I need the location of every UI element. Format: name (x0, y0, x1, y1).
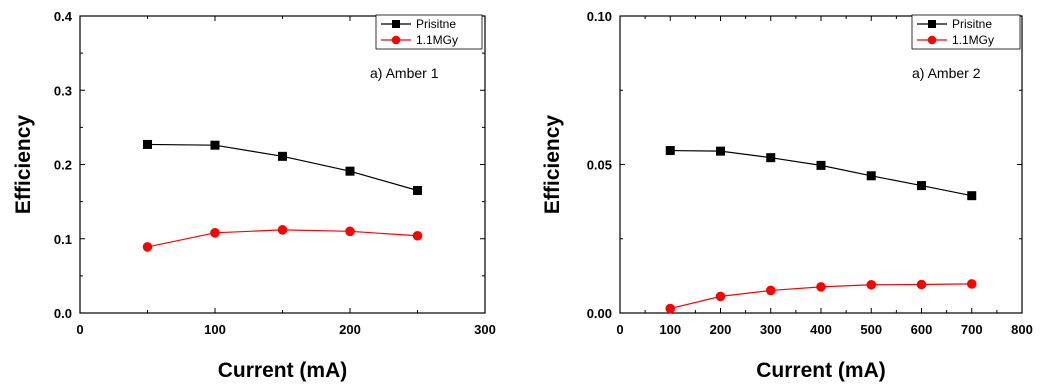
x-tick-label: 100 (659, 322, 681, 337)
x-tick-label: 800 (1011, 322, 1033, 337)
legend-marker-square (928, 20, 936, 28)
y-tick-label: 0.00 (587, 306, 612, 321)
data-point-square (967, 191, 977, 201)
chart-1: 0 100 200 300 0.0 0.1 0.2 0.3 0.4 Current (mA) Eff… (12, 9, 496, 382)
x-tick-label: 100 (204, 322, 226, 337)
x-tick-label: 0 (76, 322, 83, 337)
data-point-square (866, 171, 876, 181)
data-point-square (816, 160, 826, 170)
data-point-circle (816, 282, 826, 292)
data-point-square (665, 146, 675, 156)
data-point-square (766, 153, 776, 163)
x-tick-label: 0 (616, 322, 623, 337)
data-point-square (345, 166, 355, 176)
data-point-circle (866, 279, 877, 290)
x-axis-title: Current (mA) (218, 359, 348, 382)
legend-label: 1.1MGy (416, 33, 458, 47)
x-tick-label: 700 (961, 322, 983, 337)
x-tick-label: 300 (760, 322, 782, 337)
data-point-circle (665, 303, 676, 314)
data-point-circle (210, 228, 220, 238)
y-tick-label: 0.05 (587, 158, 612, 173)
data-point-square (278, 151, 287, 161)
x-axis-title: Current (mA) (756, 359, 886, 382)
y-axis-title: Efficiency (541, 115, 564, 215)
legend-label: 1.1MGy (952, 33, 994, 47)
data-point-square (210, 140, 220, 150)
y-tick-label: 0.3 (54, 83, 72, 98)
data-point-circle (142, 242, 153, 252)
legend-marker-circle (391, 35, 401, 45)
data-point-circle (277, 225, 288, 235)
series-line (670, 149, 972, 197)
data-point-circle (765, 285, 776, 296)
data-point-square (917, 181, 926, 191)
x-tick-label: 300 (474, 322, 496, 337)
data-point-square (143, 139, 152, 149)
y-tick-label: 0.1 (54, 232, 72, 247)
x-tick-label: 200 (710, 322, 732, 337)
x-tick-label: 600 (911, 322, 933, 337)
plot-frame (79, 15, 486, 314)
x-tick-label: 400 (810, 322, 832, 337)
series-line (147, 143, 418, 192)
y-tick-label: 0.0 (54, 306, 72, 321)
data-point-square (413, 185, 422, 195)
data-point-circle (916, 279, 927, 290)
data-point-circle (345, 226, 355, 237)
y-axis-title: Efficiency (12, 115, 35, 215)
data-point-square (716, 146, 725, 156)
panel-annotation: a) Amber 2 (912, 65, 981, 81)
legend-label: Prisitne (952, 17, 992, 31)
legend-marker-circle (927, 35, 937, 45)
legend-label: Prisitne (416, 17, 456, 31)
legend-marker-square (392, 20, 400, 28)
x-tick-label: 500 (860, 322, 882, 337)
data-point-circle (715, 291, 726, 302)
y-tick-label: 0.2 (54, 158, 72, 173)
panel-annotation: a) Amber 1 (370, 65, 439, 81)
chart-2: 0 100 200 300 400 500 600 700 800 0.00 0.05 0.10 Cur… (541, 9, 1033, 382)
y-tick-label: 0.4 (54, 9, 73, 24)
x-tick-label: 200 (339, 322, 361, 337)
data-point-circle (966, 279, 977, 289)
y-tick-label: 0.10 (587, 9, 612, 24)
data-point-circle (412, 230, 423, 241)
